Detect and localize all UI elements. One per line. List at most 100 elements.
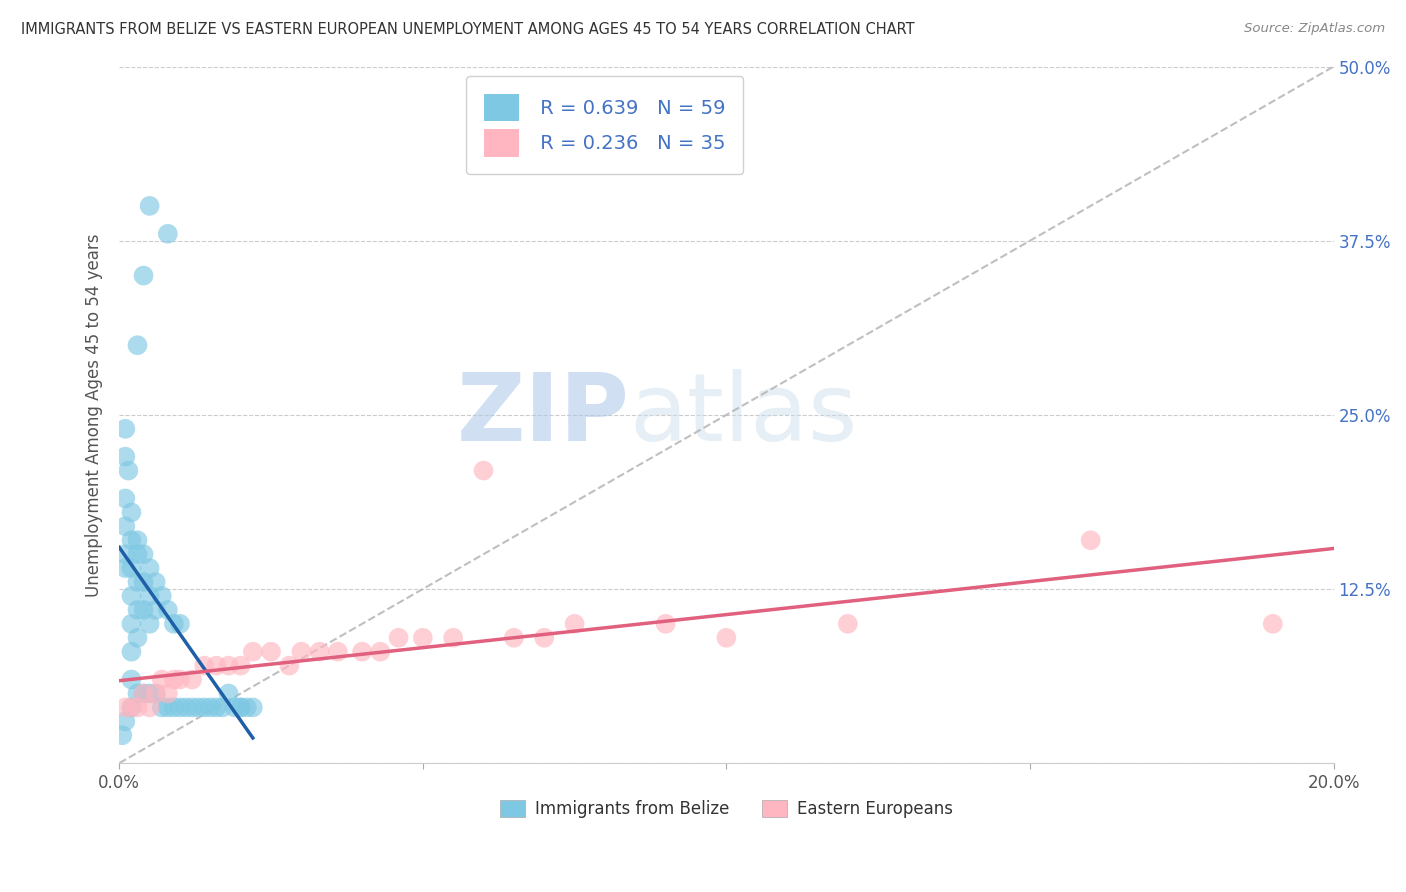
Point	[181, 700, 204, 714]
Point	[138, 561, 160, 575]
Point	[278, 658, 301, 673]
Point	[224, 700, 246, 714]
Point	[242, 700, 264, 714]
Point	[114, 422, 136, 436]
Point	[163, 616, 186, 631]
Point	[412, 631, 434, 645]
Point	[120, 561, 142, 575]
Text: atlas: atlas	[630, 369, 858, 461]
Point	[127, 533, 149, 548]
Point	[127, 700, 149, 714]
Point	[218, 686, 240, 700]
Point	[132, 686, 155, 700]
Point	[193, 700, 215, 714]
Point	[181, 673, 204, 687]
Point	[205, 658, 228, 673]
Point	[132, 603, 155, 617]
Point	[150, 673, 173, 687]
Point	[441, 631, 464, 645]
Point	[111, 728, 134, 742]
Point	[472, 464, 495, 478]
Point	[138, 616, 160, 631]
Point	[120, 645, 142, 659]
Point	[127, 631, 149, 645]
Point	[150, 589, 173, 603]
Point	[229, 700, 252, 714]
Point	[120, 673, 142, 687]
Point	[229, 700, 252, 714]
Point	[132, 268, 155, 283]
Point	[169, 673, 191, 687]
Point	[145, 575, 167, 590]
Point	[145, 603, 167, 617]
Point	[132, 686, 155, 700]
Point	[114, 547, 136, 561]
Point	[564, 616, 586, 631]
Point	[156, 700, 179, 714]
Point	[127, 338, 149, 352]
Point	[1261, 616, 1284, 631]
Point	[120, 700, 142, 714]
Point	[114, 700, 136, 714]
Text: Source: ZipAtlas.com: Source: ZipAtlas.com	[1244, 22, 1385, 36]
Y-axis label: Unemployment Among Ages 45 to 54 years: Unemployment Among Ages 45 to 54 years	[86, 233, 103, 597]
Point	[236, 700, 259, 714]
Point	[120, 533, 142, 548]
Point	[229, 658, 252, 673]
Point	[308, 645, 330, 659]
Point	[114, 519, 136, 533]
Point	[120, 616, 142, 631]
Point	[145, 686, 167, 700]
Point	[138, 700, 160, 714]
Point	[200, 700, 222, 714]
Point	[132, 547, 155, 561]
Point	[187, 700, 209, 714]
Point	[150, 700, 173, 714]
Point	[218, 658, 240, 673]
Point	[114, 714, 136, 729]
Point	[260, 645, 283, 659]
Point	[156, 603, 179, 617]
Point	[117, 464, 139, 478]
Point	[156, 227, 179, 241]
Point	[127, 603, 149, 617]
Point	[837, 616, 859, 631]
Point	[127, 686, 149, 700]
Point	[127, 547, 149, 561]
Point	[156, 686, 179, 700]
Point	[138, 199, 160, 213]
Point	[132, 575, 155, 590]
Point	[503, 631, 526, 645]
Point	[174, 700, 197, 714]
Text: IMMIGRANTS FROM BELIZE VS EASTERN EUROPEAN UNEMPLOYMENT AMONG AGES 45 TO 54 YEAR: IMMIGRANTS FROM BELIZE VS EASTERN EUROPE…	[21, 22, 915, 37]
Point	[242, 645, 264, 659]
Point	[211, 700, 233, 714]
Point	[205, 700, 228, 714]
Point	[169, 616, 191, 631]
Legend: Immigrants from Belize, Eastern Europeans: Immigrants from Belize, Eastern European…	[494, 793, 960, 824]
Point	[654, 616, 676, 631]
Point	[290, 645, 312, 659]
Text: ZIP: ZIP	[457, 369, 630, 461]
Point	[114, 491, 136, 506]
Point	[120, 700, 142, 714]
Point	[145, 686, 167, 700]
Point	[127, 575, 149, 590]
Point	[352, 645, 374, 659]
Point	[169, 700, 191, 714]
Point	[326, 645, 349, 659]
Point	[120, 505, 142, 519]
Point	[163, 673, 186, 687]
Point	[120, 589, 142, 603]
Point	[387, 631, 409, 645]
Point	[533, 631, 555, 645]
Point	[370, 645, 392, 659]
Point	[193, 658, 215, 673]
Point	[163, 700, 186, 714]
Point	[138, 686, 160, 700]
Point	[138, 589, 160, 603]
Point	[716, 631, 738, 645]
Point	[114, 450, 136, 464]
Point	[114, 561, 136, 575]
Point	[1080, 533, 1102, 548]
